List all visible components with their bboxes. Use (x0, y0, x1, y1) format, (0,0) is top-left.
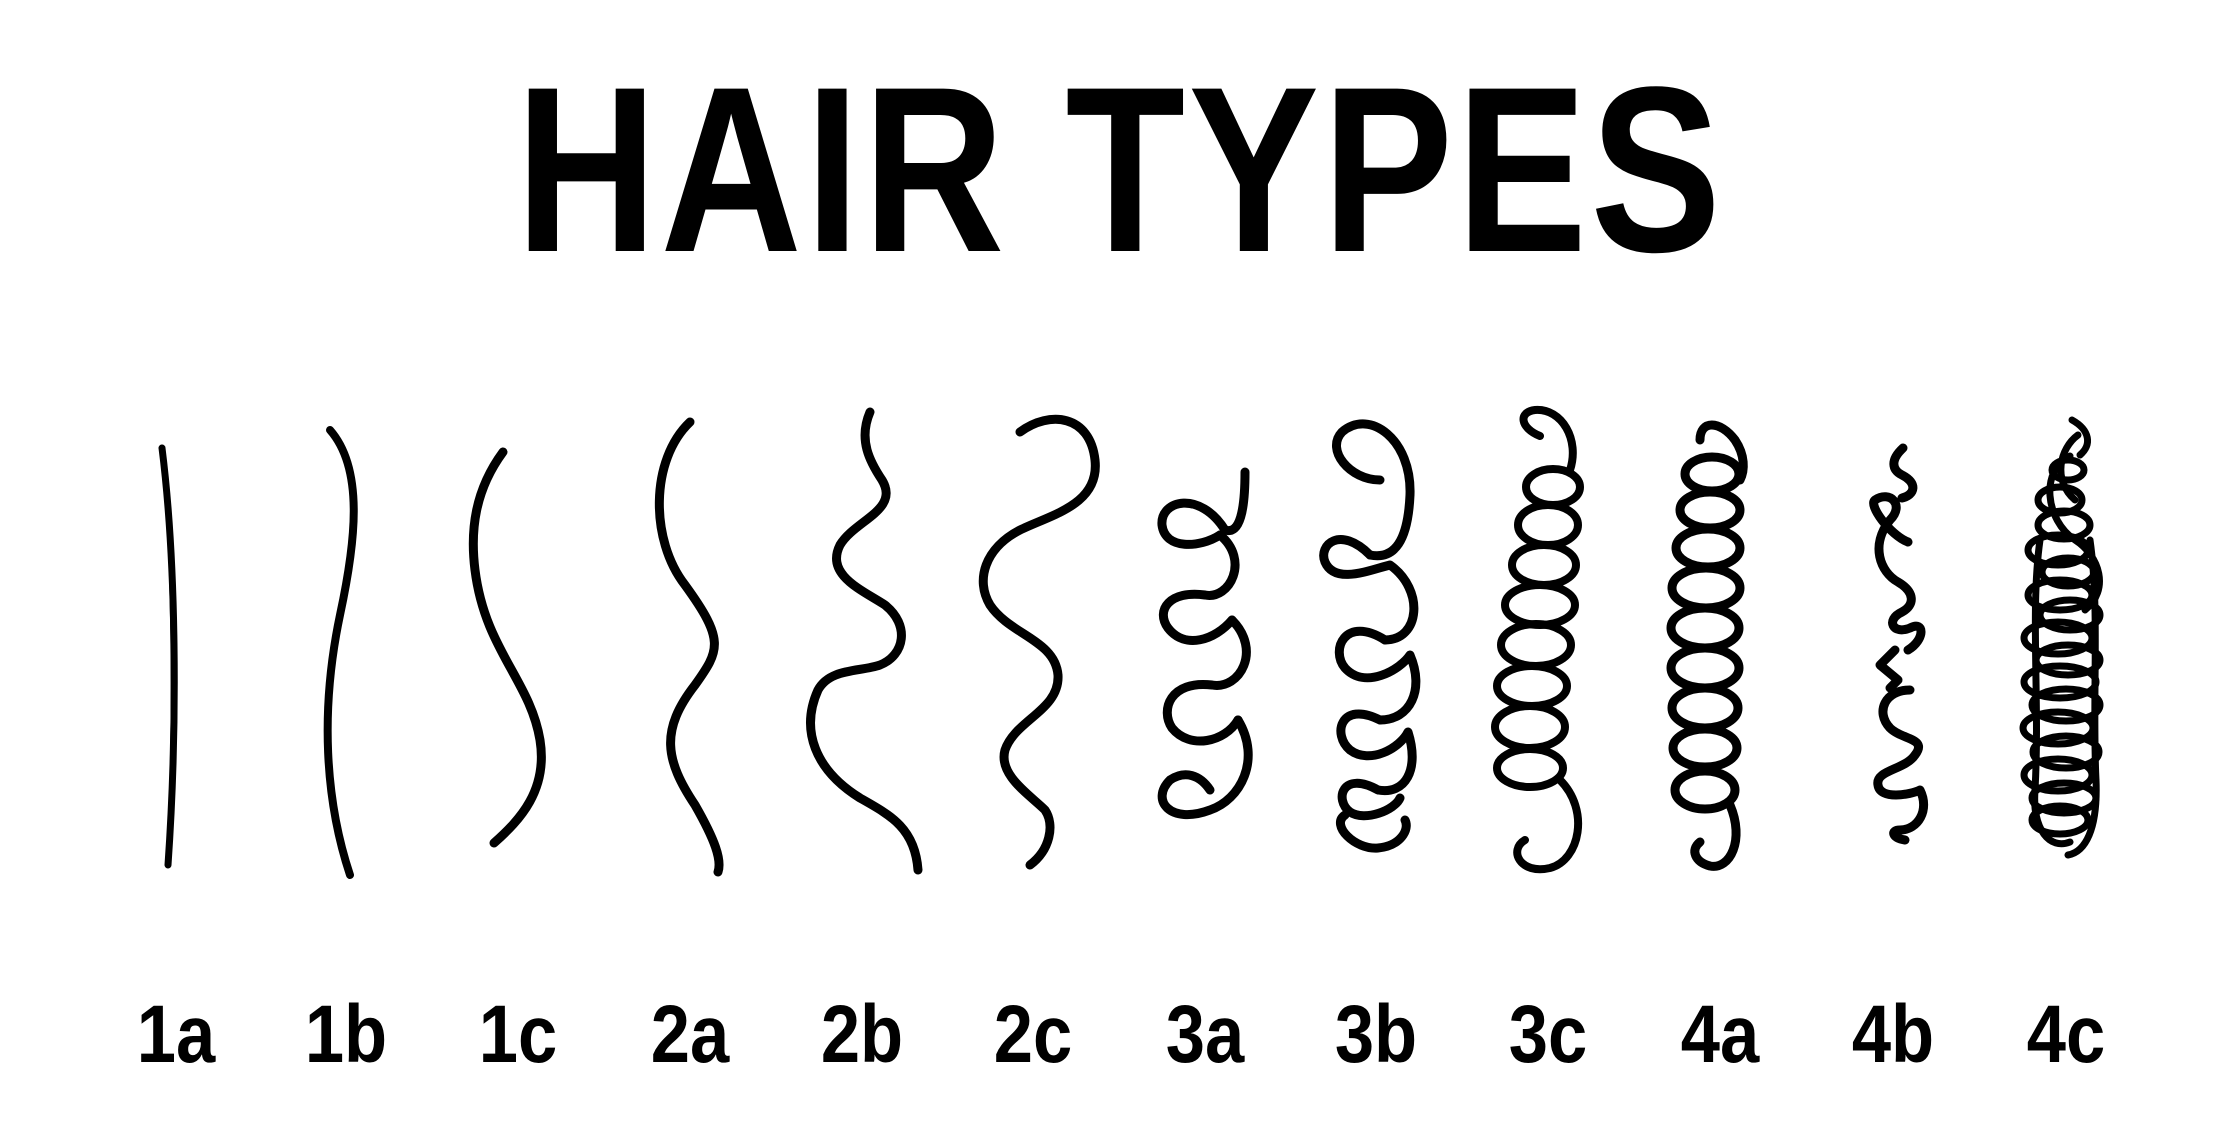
label-3a: 3a (1165, 989, 1245, 1080)
label-1a: 1a (136, 989, 216, 1080)
label-2a: 2a (650, 989, 730, 1080)
label-3c: 3c (1508, 989, 1588, 1080)
hair-strand-3c (1491, 405, 1584, 874)
hair-strand-2b (806, 407, 923, 875)
label-2b: 2b (820, 989, 904, 1080)
hair-strand-4b (1869, 443, 1929, 845)
hair-strand-4c (2019, 416, 2104, 859)
hair-strands-diagram (158, 405, 2104, 879)
hair-strand-3b (1319, 419, 1421, 853)
page-title: HAIR TYPES (515, 38, 1725, 302)
label-4b: 4b (1851, 989, 1935, 1080)
label-1c: 1c (478, 989, 558, 1080)
hair-strand-2a (654, 417, 724, 877)
hair-strand-1a (158, 444, 178, 869)
hair-strand-2c (978, 414, 1100, 870)
hair-type-labels: 1a 1b 1c 2a 2b 2c 3a 3b 3c 4a 4b 4c (0, 985, 2240, 1105)
label-1b: 1b (304, 989, 388, 1080)
label-3b: 3b (1334, 989, 1418, 1080)
hair-strand-3a (1157, 467, 1253, 819)
label-4a: 4a (1680, 989, 1760, 1080)
hair-strand-1b (323, 426, 358, 879)
label-2c: 2c (993, 989, 1073, 1080)
hair-strand-4a (1666, 420, 1748, 871)
hair-strand-1c (468, 447, 546, 848)
label-4c: 4c (2026, 989, 2106, 1080)
